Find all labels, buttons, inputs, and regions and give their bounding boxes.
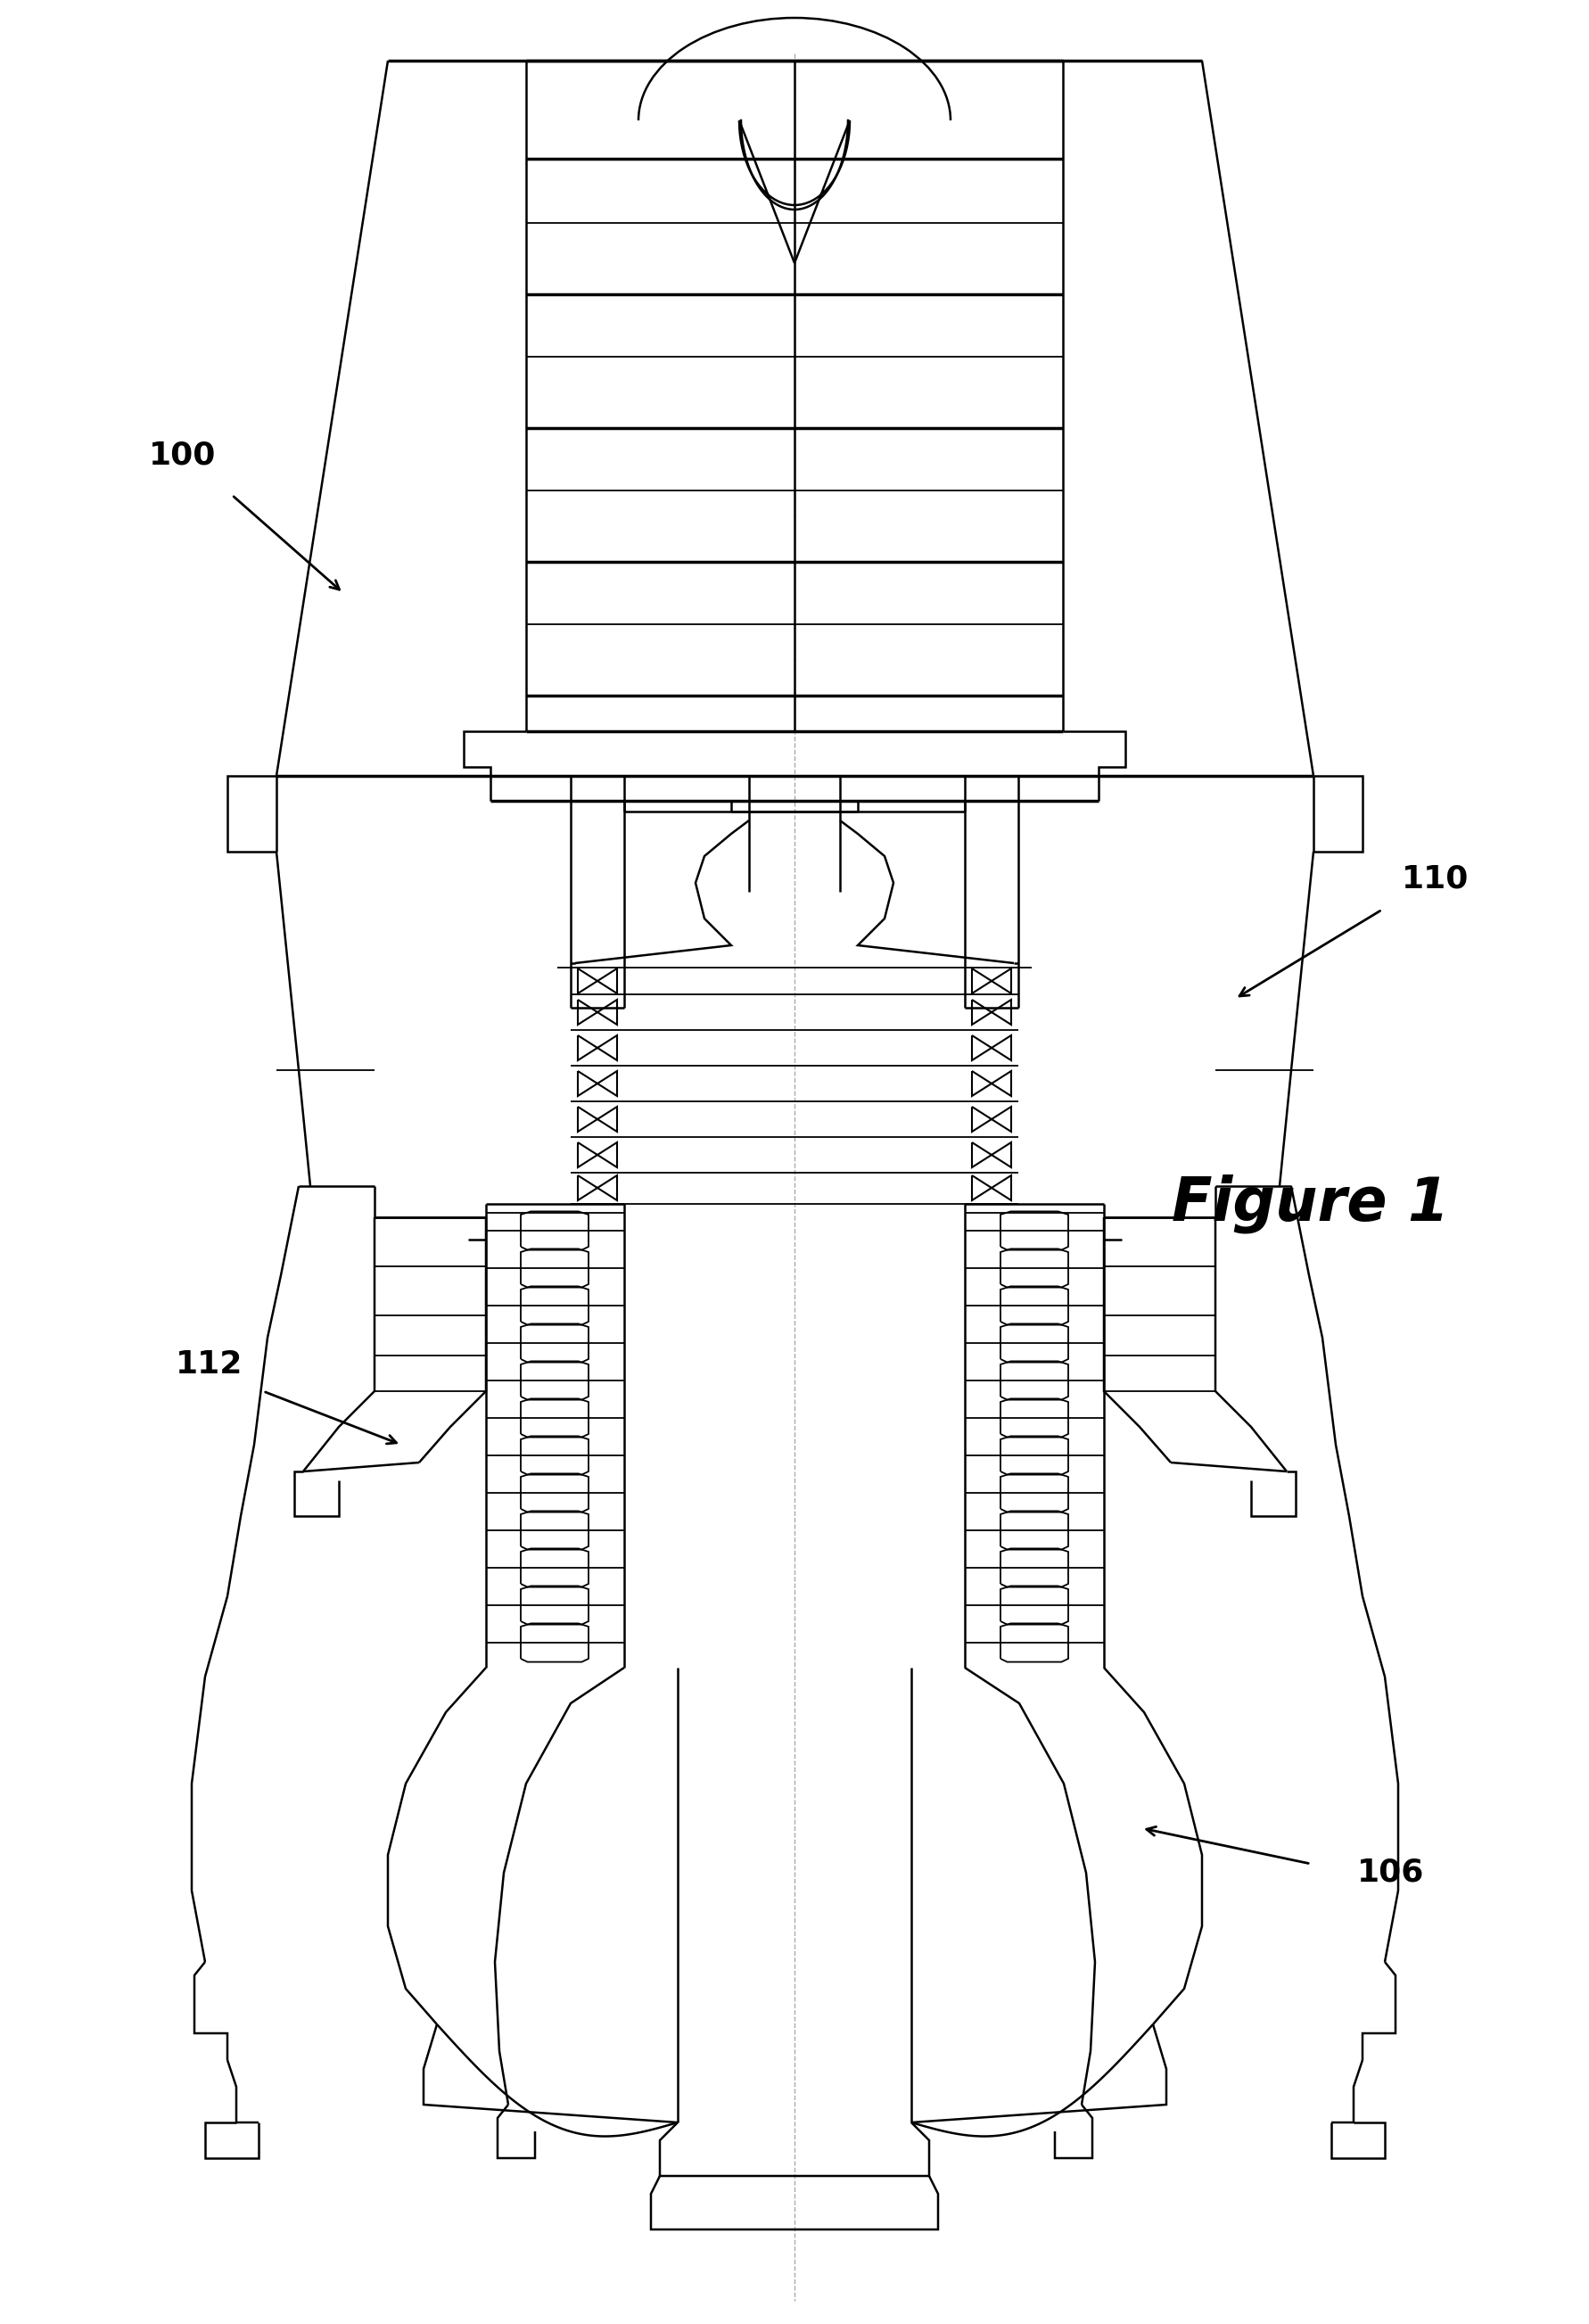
Text: 106: 106 <box>1357 1857 1424 1887</box>
Text: 110: 110 <box>1401 862 1468 892</box>
Text: 100: 100 <box>149 439 216 469</box>
Text: 112: 112 <box>176 1350 243 1380</box>
Text: Figure 1: Figure 1 <box>1171 1174 1449 1234</box>
